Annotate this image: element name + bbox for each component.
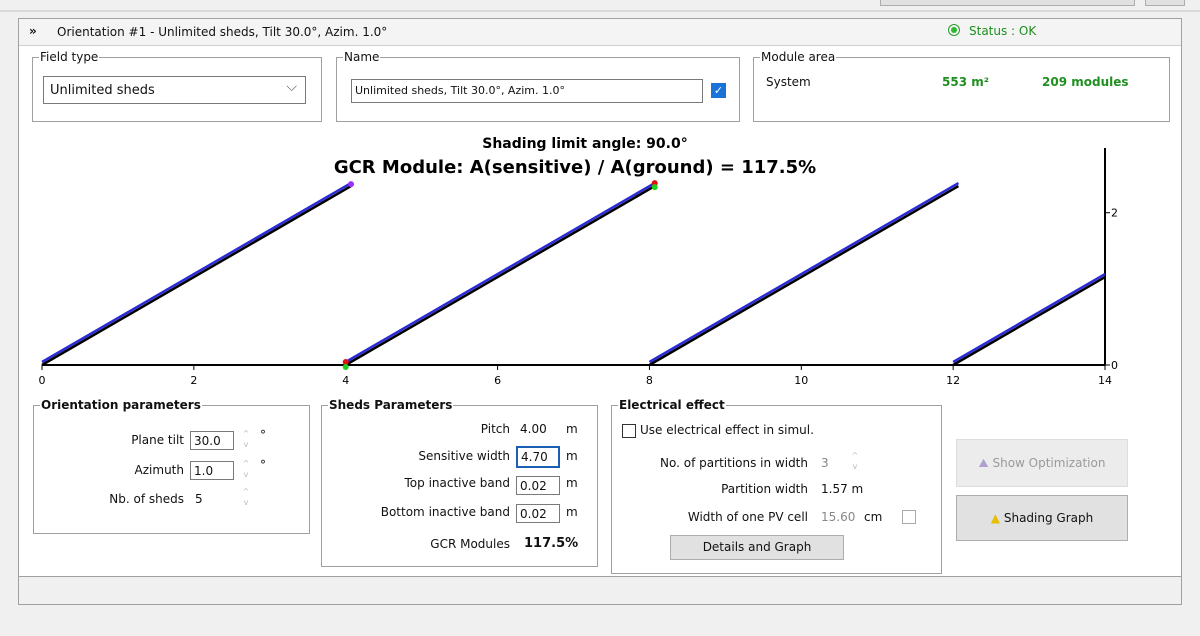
param-value: 4.00: [520, 422, 547, 436]
checkbox[interactable]: [622, 424, 636, 438]
separator: [19, 576, 1181, 577]
param-value: 3: [821, 456, 829, 470]
status-text: Status : OK: [969, 24, 1037, 38]
module-area-group: Module area System 553 m² 209 modules: [753, 50, 1170, 122]
param-input[interactable]: 0.02: [516, 476, 560, 495]
param-label: Azimuth: [134, 463, 184, 477]
param-label: Top inactive band: [404, 476, 511, 490]
param-input[interactable]: 30.0: [190, 431, 234, 450]
dropdown-value: Unlimited sheds: [50, 83, 155, 98]
param-value: 15.60: [821, 510, 856, 524]
shed-frame: [345, 184, 656, 367]
param-unit: m: [566, 476, 578, 490]
sheds-parameters-group: Sheds Parameters Pitch 4.00 m Sensitive …: [321, 398, 598, 567]
shed-point: [342, 364, 349, 370]
collapse-icon[interactable]: »: [29, 24, 37, 38]
spinner[interactable]: ^ v: [851, 451, 859, 471]
shed-frame: [648, 184, 960, 367]
checkbox-label: Use electrical effect in simul.: [640, 423, 814, 437]
param-unit: cm: [864, 510, 883, 524]
param-input[interactable]: 0.02: [516, 504, 560, 523]
param-label: Plane tilt: [131, 433, 184, 447]
y-tick-label: 0: [1111, 359, 1118, 372]
shed-chart: Shading limit angle: 90.0° GCR Module: A…: [39, 136, 1119, 387]
group-legend: Electrical effect: [618, 398, 726, 412]
param-label: Sensitive width: [418, 449, 510, 463]
shed-module: [345, 181, 656, 364]
shed-point: [342, 359, 349, 365]
module-count: 209 modules: [1042, 75, 1129, 89]
param-label: Partition width: [721, 482, 808, 496]
orientation-parameters-group: Orientation parameters Plane tilt 30.0 ^…: [33, 398, 310, 534]
param-label: Nb. of sheds: [109, 492, 184, 506]
chart-title: Shading limit angle: 90.0°: [482, 136, 687, 152]
shed-frame: [952, 275, 1106, 367]
param-input[interactable]: 1.0: [190, 461, 234, 480]
group-legend: Field type: [39, 50, 100, 64]
x-tick-label: 10: [794, 374, 808, 387]
electrical-effect-group: Electrical effect Use electrical effect …: [611, 398, 942, 574]
x-tick-label: 12: [946, 374, 960, 387]
param-input[interactable]: 4.70: [516, 446, 560, 468]
spinner[interactable]: ^ v: [242, 459, 250, 479]
x-tick-label: 14: [1098, 374, 1112, 387]
param-value: 5: [195, 492, 203, 506]
x-tick-label: 2: [190, 374, 197, 387]
button-label: Show Optimization: [992, 456, 1106, 470]
param-label: Pitch: [480, 422, 510, 436]
status-icon: [948, 24, 960, 36]
x-tick-label: 4: [342, 374, 349, 387]
chart-subtitle: GCR Module: A(sensitive) / A(ground) = 1…: [334, 157, 816, 178]
param-unit: °: [260, 428, 266, 442]
shed-module: [648, 181, 960, 364]
param-label: No. of partitions in width: [660, 456, 808, 470]
panel-header: » Orientation #1 - Unlimited sheds, Tilt…: [19, 19, 1181, 46]
panel-title: Orientation #1 - Unlimited sheds, Tilt 3…: [57, 25, 388, 39]
shed-frame: [41, 184, 352, 367]
name-input[interactable]: Unlimited sheds, Tilt 30.0°, Azim. 1.0°: [351, 79, 703, 103]
param-value: 1.57 m: [821, 482, 864, 496]
shed-module: [41, 181, 352, 364]
param-unit: m: [566, 422, 578, 436]
footer: [19, 577, 1181, 604]
module-area-label: System: [766, 75, 811, 89]
group-legend: Name: [343, 50, 381, 64]
top-button[interactable]: [880, 0, 1135, 6]
checkbox[interactable]: [902, 510, 916, 524]
shading-graph-button[interactable]: ▲ Shading Graph: [956, 495, 1128, 541]
param-unit: m: [566, 449, 578, 463]
shed-point: [348, 181, 355, 188]
shed-point: [651, 184, 658, 191]
param-value: 117.5%: [524, 536, 579, 551]
x-tick-label: 6: [494, 374, 501, 387]
param-label: Bottom inactive band: [380, 505, 510, 519]
module-area-value: 553 m²: [942, 75, 989, 89]
shed-module: [952, 272, 1106, 364]
dropdown-arrow: ⌵: [286, 79, 297, 95]
details-button[interactable]: Details and Graph: [670, 535, 844, 560]
top-button[interactable]: [1145, 0, 1185, 6]
spinner[interactable]: ^ v: [242, 429, 250, 449]
param-label: GCR Modules: [430, 537, 510, 551]
show-optimization-button[interactable]: ⛰ Show Optimization: [956, 439, 1128, 487]
group-legend: Orientation parameters: [40, 398, 202, 412]
param-unit: °: [260, 458, 266, 472]
separator: [0, 10, 1200, 12]
button-label: Shading Graph: [1003, 511, 1094, 525]
y-tick-label: 2: [1111, 207, 1118, 220]
group-legend: Sheds Parameters: [328, 398, 454, 412]
group-legend: Module area: [760, 50, 837, 64]
param-unit: m: [566, 505, 578, 519]
name-checkbox[interactable]: ✓: [711, 83, 726, 98]
field-type-dropdown[interactable]: Unlimited sheds ⌵: [43, 76, 306, 104]
x-tick-label: 0: [39, 374, 46, 387]
spinner[interactable]: ^ v: [242, 487, 250, 507]
field-type-group: Field type Unlimited sheds ⌵: [32, 50, 322, 122]
param-label: Width of one PV cell: [687, 510, 808, 524]
name-group: Name Unlimited sheds, Tilt 30.0°, Azim. …: [336, 50, 740, 122]
x-tick-label: 8: [646, 374, 653, 387]
